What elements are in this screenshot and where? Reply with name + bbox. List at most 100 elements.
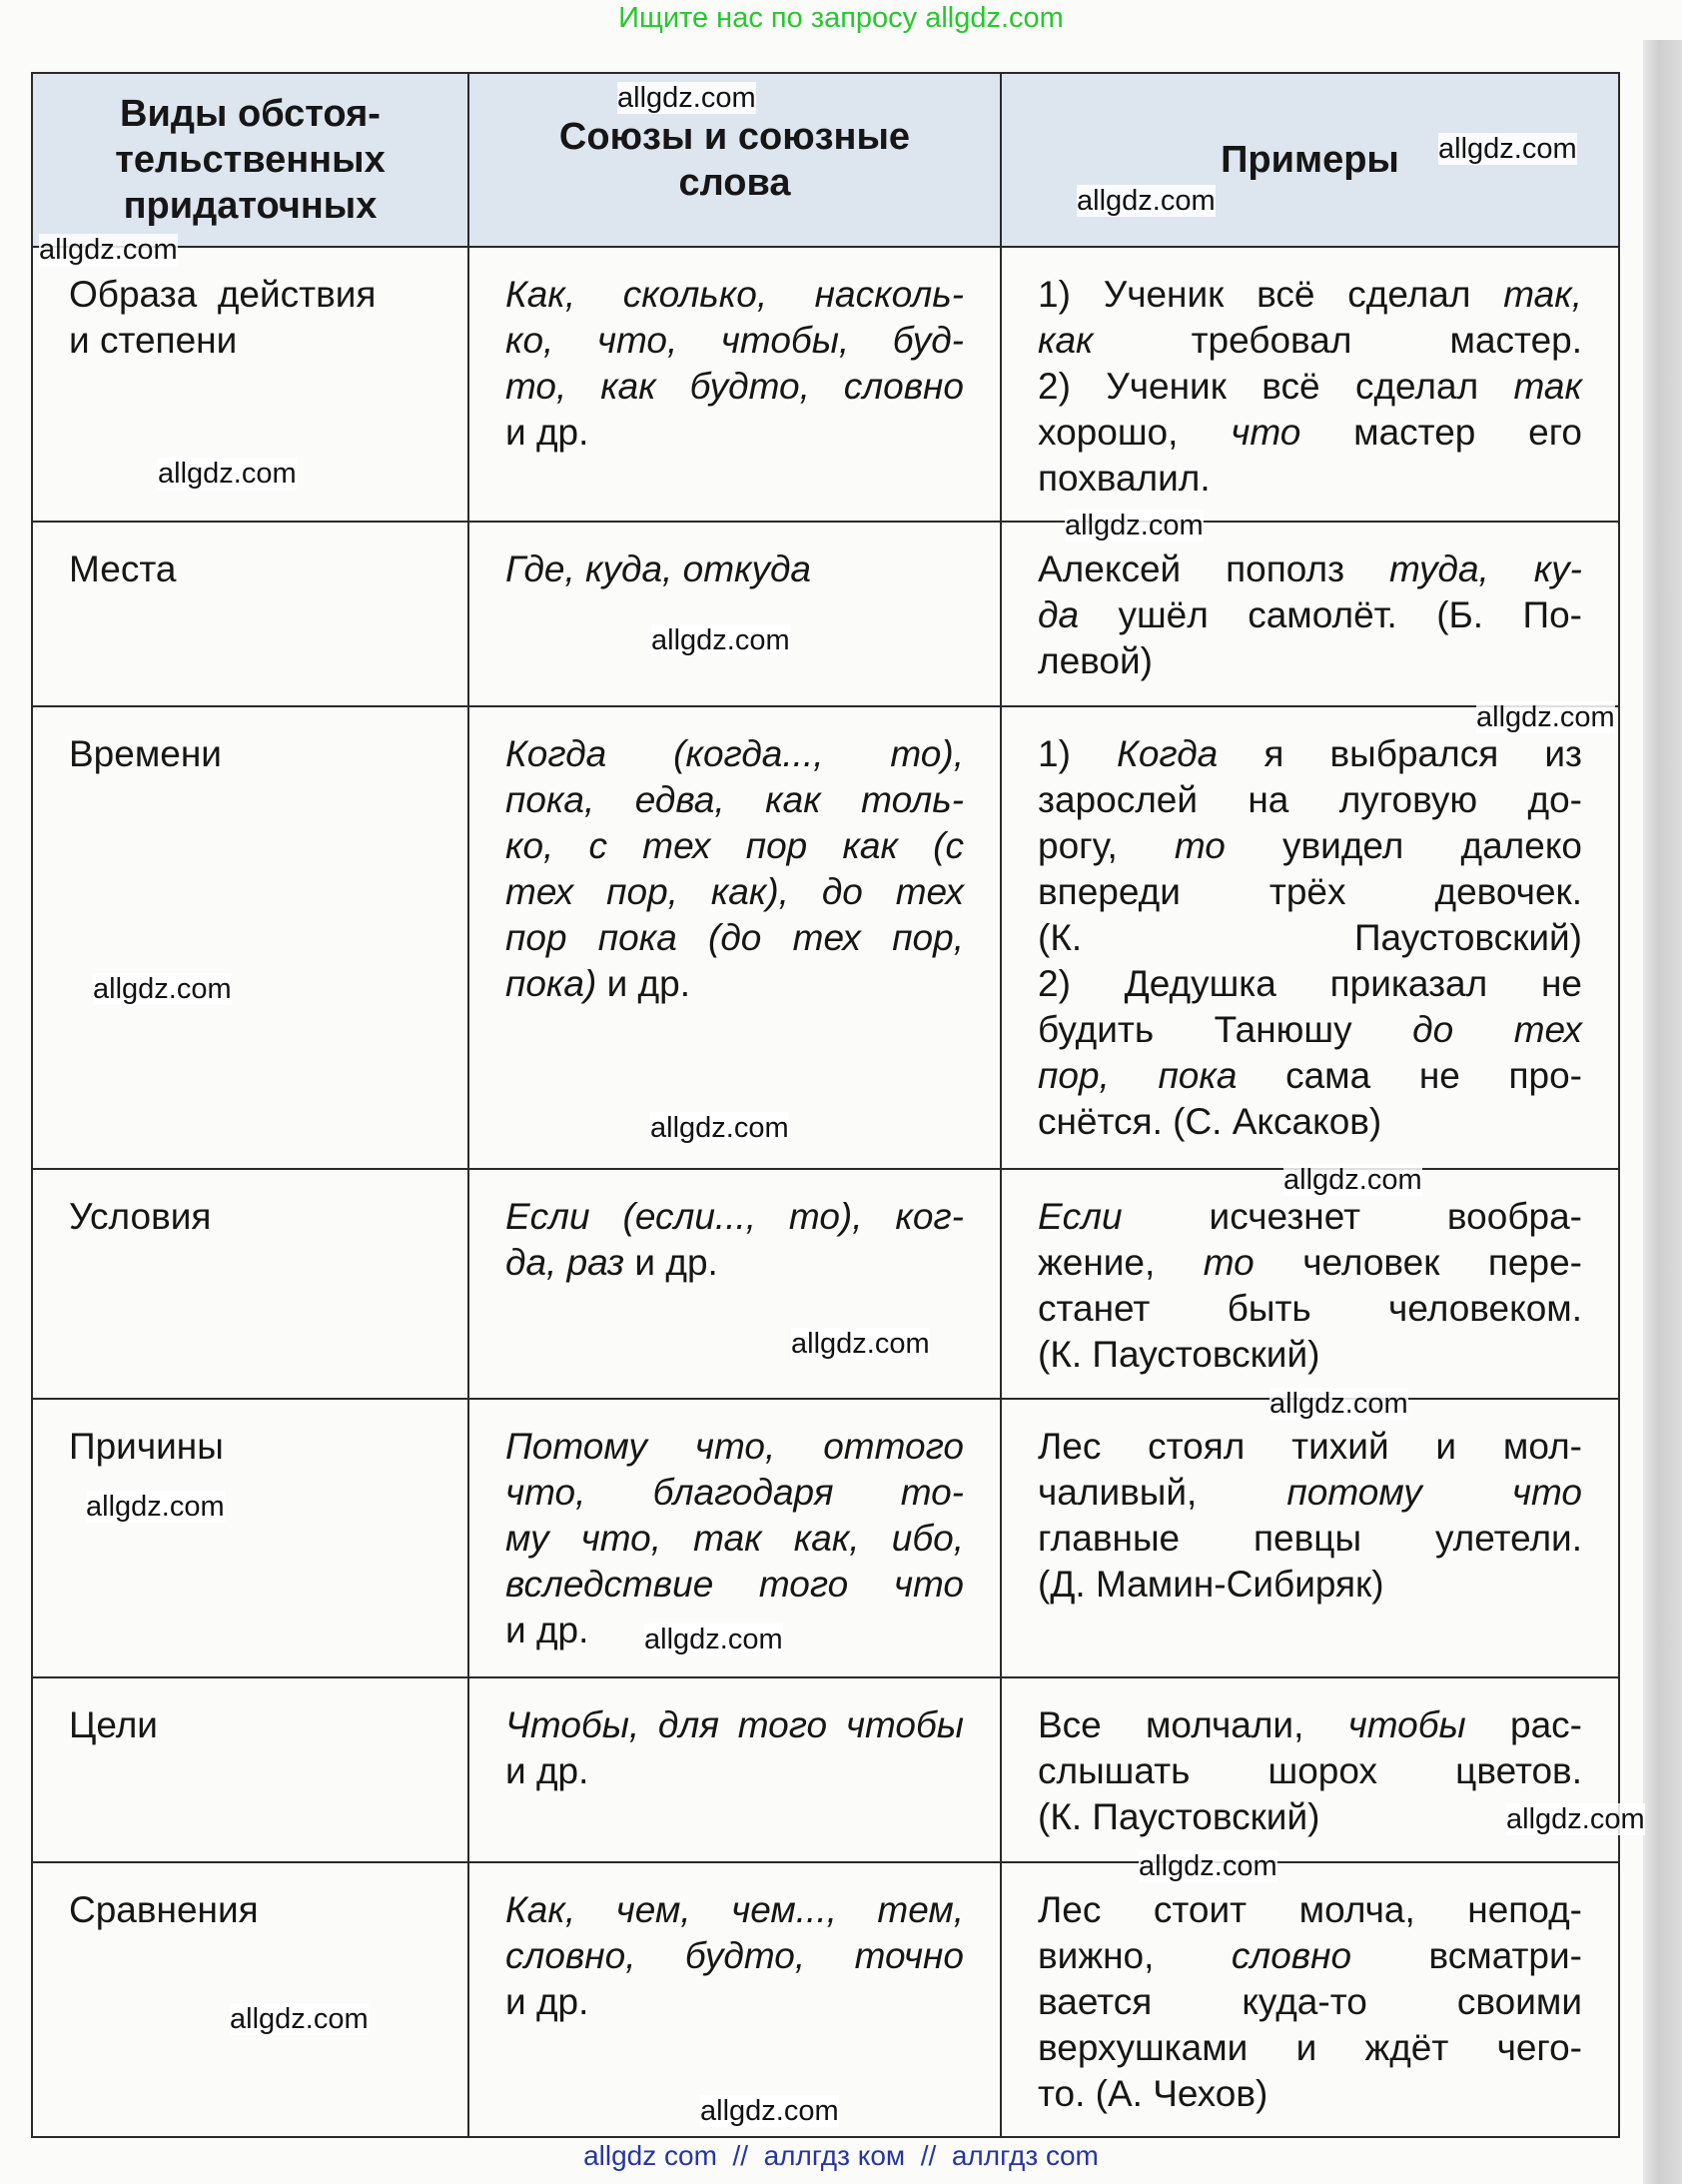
cell-text-line: (К. Паустовский) [1038,1332,1582,1378]
cell-text-line: снётся. (С. Аксаков) [1038,1099,1582,1145]
text-segment: хорошо, [1038,412,1232,453]
cell-text-line: Когда (когда..., то), [505,731,964,777]
text-segment: верхушками и ждёт чего- [1038,2027,1582,2068]
examples-cell: Если исчезнет вообра-жение, то человек п… [1000,1168,1620,1400]
italic-conjunction: словно [1231,1935,1352,1976]
cell-text-line: пока) и др. [505,961,964,1007]
cell-text-line: да, раз и др. [505,1240,964,1286]
text-segment: и др. [596,963,690,1004]
conjunctions-cell: Чтобы, для того чтобы и др. [467,1676,1002,1863]
text-segment: 2) Ученик всё сделал [1038,366,1514,407]
cell-text-line: Места [69,546,431,592]
italic-conjunction: пока, едва, как толь- [505,779,964,820]
text-segment: Лес стоял тихий и мол- [1038,1426,1582,1467]
italic-conjunction: Как, сколько, насколь- [505,274,964,315]
examples-cell: Алексей пополз туда, ку-да ушёл самолёт.… [1000,521,1620,707]
cell-text-line: словно, будто, точно [505,1933,964,1979]
watermark: allgdz.com [1269,1388,1408,1420]
text-segment: Места [69,548,177,589]
italic-conjunction: потому что [1286,1472,1582,1513]
table-row: Причины Потому что, оттого что, благодаря … [31,1398,1620,1678]
cell-text-line: и др. [505,410,964,456]
text-segment: зарослей на луговую до- [1038,779,1582,820]
page-edge-shadow [1643,40,1682,2184]
header-text-line: Примеры [1221,139,1399,181]
examples-cell: Лес стоял тихий и мол-чаливый, потому чт… [1000,1398,1620,1678]
cell-text-line: Где, куда, откуда [505,546,964,592]
italic-conjunction: как [1038,320,1094,361]
clause-type-cell: Условия [31,1168,469,1400]
cell-text-line: Причины [69,1424,431,1470]
conjunctions-cell: Где, куда, откуда [467,521,1002,707]
italic-conjunction: пока) [505,963,597,1004]
watermark: allgdz.com [39,234,178,266]
text-segment: жение, [1038,1242,1204,1283]
text-segment: левой) [1038,640,1153,681]
italic-conjunction: да, раз [505,1242,625,1283]
cell-text-line: и степени [69,318,431,364]
italic-conjunction: пор, пока [1038,1055,1238,1096]
cell-text-line: Чтобы, для того чтобы [505,1702,964,1748]
examples-cell: 1) Ученик всё сделал так, как требовал ма… [1000,246,1620,523]
text-segment: Все молчали, [1038,1704,1348,1745]
cell-text-line: и др. [505,1748,964,1794]
text-segment: (К. Паустовский) [1038,1334,1320,1375]
cell-text-line: Все молчали, чтобы рас- [1038,1702,1582,1748]
header-text-line: придаточных [123,185,378,227]
italic-conjunction: му что, так как, ибо, [505,1518,964,1559]
cell-text-line: 1) Когда я выбрался из [1038,731,1582,777]
italic-conjunction: ко, с тех пор как (с [505,825,964,866]
cell-text-line: (К. Паустовский) [1038,1794,1582,1840]
text-segment: Причины [69,1426,224,1467]
cell-text-line: Потому что, оттого [505,1424,964,1470]
conjunctions-cell: Как, сколько, насколь-ко, что, чтобы, бу… [467,246,1002,523]
table-row: Места Где, куда, откуда Алексей пополз туд… [31,521,1620,707]
conjunctions-cell: Когда (когда..., то), пока, едва, как тол… [467,705,1002,1170]
clause-type-cell: Места [31,521,469,707]
cell-text-line: похвалил. [1038,456,1582,502]
table-header-row: Виды обстоя-тельственных придаточных Союз… [31,72,1620,248]
cell-text-line: Как, чем, чем..., тем, [505,1887,964,1933]
text-segment: требовал мастер. [1093,320,1582,361]
text-segment: похвалил. [1038,458,1211,499]
italic-conjunction: ко, что, чтобы, буд- [505,320,964,361]
table-row: Условия Если (если..., то), ког-да, раз и… [31,1168,1620,1400]
clause-type-cell: Времени [31,705,469,1170]
cell-text-line: будить Танюшу до тех [1038,1007,1582,1053]
cell-text-line: 1) Ученик всё сделал так, [1038,272,1582,318]
adverbial-clauses-table: Виды обстоя-тельственных придаточных Союз… [31,72,1620,2138]
cell-text-line: тех пор, как), до тех [505,869,964,915]
text-segment: вижно, [1038,1935,1232,1976]
watermark: allgdz.com [651,624,790,656]
conjunctions-cell: Как, чем, чем..., тем, словно, будто, точ… [467,1861,1002,2138]
cell-text-line: главные певцы улетели. [1038,1516,1582,1562]
cell-text-line: жение, то человек пере- [1038,1240,1582,1286]
text-segment: и др. [505,412,589,453]
cell-text-line: ко, что, чтобы, буд- [505,318,964,364]
cell-text-line: Лес стоит молча, непод- [1038,1887,1582,1933]
cell-text-line: ко, с тех пор как (с [505,823,964,869]
cell-text-line: пор пока (до тех пор, [505,915,964,961]
clause-type-cell: Цели [31,1676,469,1863]
italic-conjunction: Чтобы, для того чтобы [505,1704,964,1745]
text-segment: Цели [69,1704,158,1745]
text-segment: 1) Ученик всё сделал [1038,274,1504,315]
watermark: allgdz.com [617,82,756,114]
italic-conjunction: то [1174,825,1226,866]
text-segment: Лес стоит молча, непод- [1038,1889,1582,1930]
italic-conjunction: Когда [1117,733,1219,774]
italic-conjunction: чтобы [1347,1704,1466,1745]
italic-conjunction: Если (если..., то), ког- [505,1196,964,1237]
clause-type-cell: Сравнения [31,1861,469,2138]
cell-text-line: что, благодаря то- [505,1470,964,1516]
cell-text-line: верхушками и ждёт чего- [1038,2025,1582,2071]
text-segment: станет быть человеком. [1038,1288,1582,1329]
text-segment: человек пере- [1254,1242,1582,1283]
watermark: allgdz.com [1065,510,1204,542]
cell-text-line: чаливый, потому что [1038,1470,1582,1516]
top-promo-text: Ищите нас по запросу allgdz.com [618,2,1064,34]
watermark: allgdz.com [93,973,232,1005]
examples-cell: Все молчали, чтобы рас-слышать шорох цве… [1000,1676,1620,1863]
watermark: allgdz.com [230,2003,369,2035]
text-segment: 1) [1038,733,1118,774]
